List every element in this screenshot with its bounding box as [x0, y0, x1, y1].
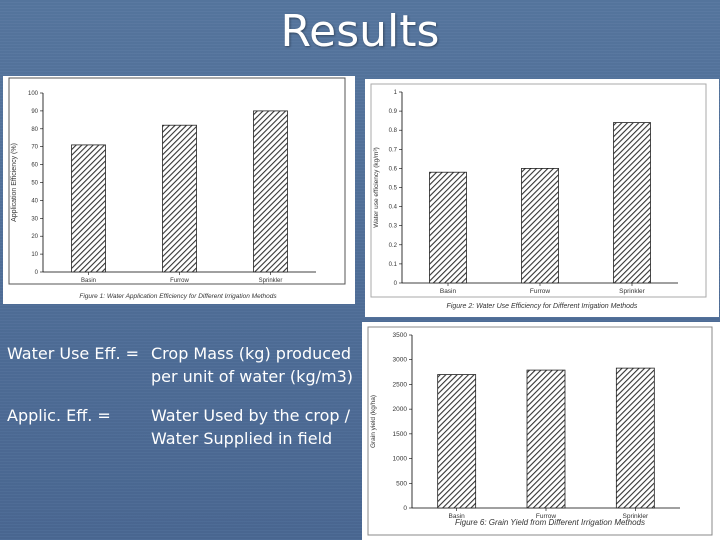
- x-tick-label: Sprinkler: [619, 288, 645, 295]
- y-tick-label: 50: [31, 181, 38, 187]
- grain-yield-chart: 0 500 1000 1500 2000 2500 3000 3500 Grain yield …: [367, 326, 713, 536]
- y-tick-label: 500: [396, 480, 407, 487]
- y-tick-label: 70: [31, 145, 38, 151]
- figure-caption: Figure 2: Water Use Efficiency for Diffe…: [447, 303, 638, 310]
- x-tick-label: Furrow: [530, 288, 551, 295]
- chart-frame: [8, 77, 346, 285]
- chart-frame: [370, 83, 707, 298]
- y-tick-label: 0: [403, 505, 407, 512]
- y-tick-label: 30: [31, 216, 38, 222]
- bar-sprinkler: [253, 110, 288, 273]
- x-tick-label: Sprinkler: [259, 278, 283, 284]
- y-tick-label: 0.7: [389, 147, 398, 153]
- chart-panel-grain-yield: 0 500 1000 1500 2000 2500 3000 3500 Grain yield …: [362, 322, 720, 540]
- definition-description: Crop Mass (kg) produced per unit of wate…: [151, 344, 353, 386]
- y-tick-label: 0: [394, 281, 398, 287]
- water-use-efficiency-chart: 0 0.1 0.2 0.3 0.4 0.5 0.6 0.7 0.8 0.9 1 Water use e…: [370, 83, 707, 310]
- x-tick-label: Sprinkler: [623, 513, 649, 520]
- y-tick-label: 20: [31, 234, 38, 240]
- bar-furrow: [526, 369, 566, 509]
- x-tick-label: Basin: [440, 288, 457, 295]
- x-tick-label: Furrow: [536, 513, 557, 520]
- y-tick-label: 80: [31, 127, 38, 133]
- y-tick-label: 0.1: [389, 262, 398, 268]
- y-axis-label: Application Efficiency (%): [11, 143, 18, 222]
- x-tick-label: Basin: [449, 513, 466, 520]
- chart-panel-application-efficiency: 0 10 20 30 40 50 60 70 80 90 100 Application Effici…: [3, 76, 355, 304]
- figure-caption: Figure 1: Water Application Efficiency f…: [79, 293, 277, 300]
- bar-sprinkler: [615, 367, 655, 509]
- slide-title: Results: [280, 6, 440, 57]
- y-tick-label: 0.4: [389, 205, 398, 211]
- y-tick-label: 0.9: [389, 109, 398, 115]
- y-tick-label: 3000: [393, 357, 408, 364]
- figure-caption: Figure 6: Grain Yield from Different Irr…: [455, 518, 645, 527]
- y-tick-label: 60: [31, 163, 38, 169]
- bar-sprinkler: [613, 122, 651, 284]
- y-tick-label: 0: [35, 270, 39, 276]
- y-tick-label: 0.5: [389, 186, 398, 192]
- application-efficiency-chart: 0 10 20 30 40 50 60 70 80 90 100 Application Effici…: [8, 77, 346, 300]
- bar-furrow: [162, 124, 197, 273]
- bar-basin: [437, 374, 477, 509]
- bar-basin: [71, 144, 106, 273]
- x-tick-label: Basin: [81, 278, 96, 284]
- y-tick-label: 90: [31, 109, 38, 115]
- y-tick-label: 40: [31, 198, 38, 204]
- y-tick-label: 1500: [393, 431, 408, 438]
- y-tick-label: 1000: [393, 456, 408, 463]
- x-tick-label: Furrow: [170, 278, 189, 284]
- y-tick-label: 1: [394, 90, 398, 96]
- y-tick-label: 2000: [393, 406, 408, 413]
- y-tick-label: 0.2: [389, 243, 398, 249]
- y-tick-label: 10: [31, 252, 38, 258]
- bar-basin: [429, 171, 467, 284]
- chart-panel-water-use-efficiency: 0 0.1 0.2 0.3 0.4 0.5 0.6 0.7 0.8 0.9 1 Water use e…: [365, 79, 719, 317]
- y-axis-label: Water use efficiency (kg/m³): [373, 147, 380, 228]
- chart-frame: [367, 326, 713, 536]
- definition-term: Applic. Eff. =: [7, 406, 111, 425]
- y-tick-label: 0.8: [389, 128, 398, 134]
- y-axis-label: Grain yield (kg/ha): [370, 395, 377, 448]
- y-tick-label: 3500: [393, 332, 408, 339]
- y-tick-label: 0.6: [389, 166, 398, 172]
- bar-furrow: [521, 168, 559, 284]
- definition-term: Water Use Eff. =: [7, 344, 140, 363]
- y-tick-label: 100: [28, 91, 39, 97]
- y-tick-label: 0.3: [389, 224, 398, 230]
- definition-description: Water Used by the crop / Water Supplied …: [151, 406, 351, 448]
- y-tick-label: 2500: [393, 381, 408, 388]
